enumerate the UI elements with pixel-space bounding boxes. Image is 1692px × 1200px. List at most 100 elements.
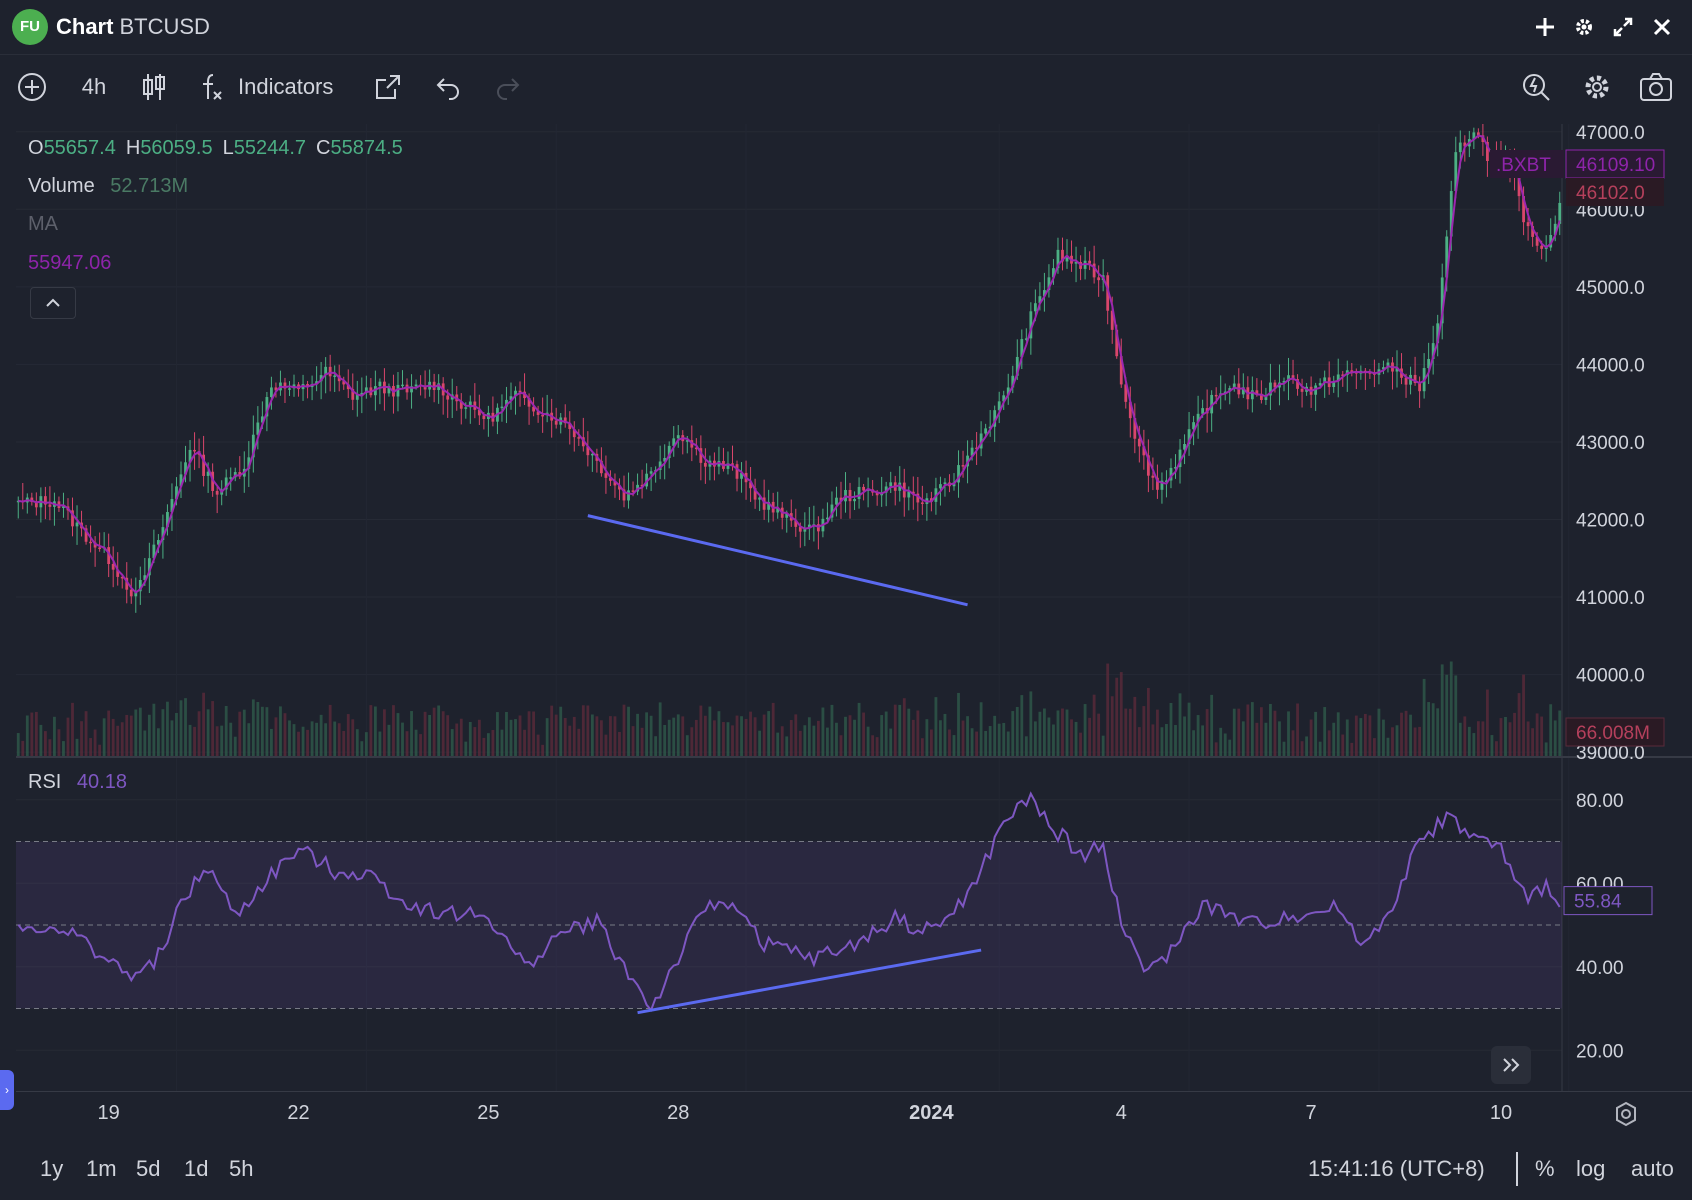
volume-bar	[1535, 713, 1539, 756]
candle-body	[979, 433, 983, 449]
volume-bar	[30, 712, 34, 756]
candle-body	[1151, 475, 1155, 478]
expand-icon[interactable]	[1606, 10, 1640, 44]
volume-bar	[125, 714, 129, 756]
close-icon[interactable]	[1645, 10, 1679, 44]
drawing-panel-toggle[interactable]: ›	[0, 1070, 14, 1110]
volume-bar	[1449, 661, 1453, 756]
price-tick-label: 41000.0	[1576, 588, 1645, 609]
low-label: L	[222, 137, 234, 159]
volume-bar	[1553, 720, 1557, 756]
volume-bar	[1327, 730, 1331, 756]
volume-bar	[1404, 710, 1408, 756]
interval-button[interactable]: 4h	[81, 74, 107, 99]
volume-bar	[84, 711, 88, 756]
auto-toggle[interactable]: auto	[1631, 1156, 1674, 1181]
volume-bar	[1187, 702, 1191, 756]
candle-body	[1137, 438, 1141, 447]
candle-body	[1427, 358, 1431, 369]
range-1d[interactable]: 1d	[184, 1156, 209, 1181]
log-toggle[interactable]: log	[1576, 1156, 1606, 1181]
popout-button[interactable]	[370, 68, 406, 106]
volume-bar	[419, 734, 422, 756]
candle-body	[586, 446, 590, 456]
volume-bar	[491, 730, 495, 756]
candle-body	[699, 448, 703, 463]
candle-body	[1183, 443, 1186, 450]
candle-body	[613, 480, 617, 486]
add-symbol-button[interactable]	[14, 68, 50, 106]
add-icon[interactable]	[1528, 10, 1562, 44]
range-5h[interactable]: 5h	[229, 1156, 254, 1181]
collapse-legend-button[interactable]	[30, 287, 76, 319]
volume-bar	[1287, 711, 1290, 756]
candle-body	[590, 453, 594, 456]
candle-body	[1061, 249, 1064, 262]
candle-body	[920, 502, 924, 504]
last-price-bg	[1566, 178, 1664, 206]
volume-bar	[509, 719, 513, 756]
candle-body	[1454, 152, 1458, 192]
time-axis-label: 4	[1115, 1102, 1127, 1124]
candle-body	[468, 401, 472, 408]
candle-body	[84, 528, 88, 542]
volume-bar	[1476, 721, 1480, 756]
range-1m[interactable]: 1m	[86, 1156, 117, 1181]
candle-body	[93, 542, 97, 548]
screenshot-button[interactable]	[1638, 68, 1674, 106]
candle-body	[839, 497, 843, 502]
price-tick-label: 47000.0	[1576, 124, 1645, 144]
volume-bar	[627, 706, 630, 756]
range-5d[interactable]: 5d	[136, 1156, 161, 1181]
gear-icon[interactable]	[1567, 10, 1601, 44]
candle-body	[156, 540, 160, 545]
candle-body	[270, 387, 273, 398]
rsi-legend[interactable]: RSI 40.18	[28, 771, 127, 794]
undo-button[interactable]	[430, 68, 466, 106]
volume-bar	[1174, 725, 1177, 756]
volume-bar	[1151, 724, 1155, 756]
candle-body	[1119, 356, 1123, 385]
axis-settings-icon[interactable]	[1612, 1100, 1640, 1128]
candle-body	[1404, 377, 1408, 385]
candle-body	[911, 491, 915, 494]
volume-bar	[346, 714, 350, 756]
candle-body	[988, 426, 992, 429]
volume-bar	[1106, 663, 1110, 756]
clock-timezone[interactable]: 15:41:16 (UTC+8)	[1308, 1156, 1485, 1181]
candle-body	[1350, 370, 1354, 372]
price-tick-label: 40000.0	[1576, 666, 1645, 687]
volume-bar	[1201, 725, 1205, 756]
volume-bar	[645, 712, 649, 756]
indicators-button[interactable]: Indicators	[198, 68, 348, 106]
volume-bar	[590, 714, 594, 756]
candle-body	[889, 482, 893, 487]
volume-bar	[410, 711, 413, 756]
range-1y[interactable]: 1y	[40, 1156, 64, 1181]
volume-bar	[762, 714, 766, 756]
volume-bar	[1255, 722, 1259, 756]
chart-type-button[interactable]	[136, 68, 172, 106]
redo-button[interactable]	[490, 68, 526, 106]
volume-bar	[1119, 672, 1123, 756]
quick-search-button[interactable]	[1518, 68, 1554, 106]
volume-bar	[1305, 736, 1308, 756]
chart-settings-button[interactable]	[1579, 68, 1615, 106]
volume-bar	[283, 713, 287, 756]
indicators-label: Indicators	[238, 74, 334, 99]
volume-legend[interactable]: Volume 52.713M	[28, 175, 188, 198]
candle-body	[658, 461, 662, 470]
scroll-to-realtime-button[interactable]	[1491, 1046, 1531, 1084]
volume-bar	[514, 719, 517, 756]
ma-legend[interactable]: MA	[28, 213, 58, 235]
volume-bar	[1463, 716, 1467, 756]
candle-body	[1386, 362, 1390, 368]
trendlines[interactable]	[587, 514, 982, 1015]
price-tick-label: 39000.0	[1576, 743, 1645, 764]
candle-body	[703, 462, 707, 467]
candle-body	[1097, 277, 1101, 281]
percent-toggle[interactable]: %	[1535, 1156, 1555, 1181]
close-value: 55874.5	[330, 137, 403, 159]
volume-bar	[586, 705, 590, 756]
price-chart[interactable]: 47000.0 45000.0 44000.0 43000.0 42000.0 41000…	[16, 124, 1692, 1092]
